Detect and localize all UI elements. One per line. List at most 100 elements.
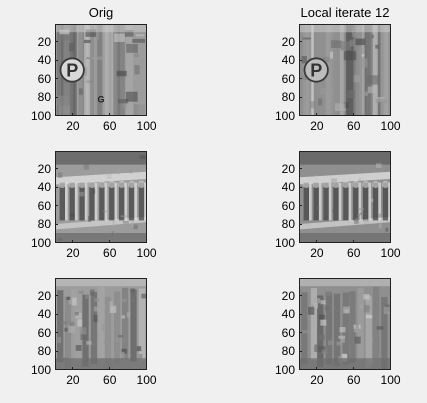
building-window [115, 337, 123, 343]
window-column [119, 182, 125, 221]
building-window [130, 288, 135, 293]
building-window [359, 304, 363, 308]
sign-fragment [334, 103, 346, 112]
row2-left-xtick-label: 100 [136, 246, 157, 260]
sign-fragment [355, 38, 366, 46]
row2-left-ytick-label: 60 [37, 198, 51, 213]
facade-detail [133, 224, 138, 230]
row1-right-xtick-mark [316, 113, 318, 116]
building-window [60, 321, 68, 325]
arch [98, 180, 106, 188]
row2-right-ytick-mark [299, 242, 302, 244]
row2-right-ytick-mark [299, 205, 302, 207]
window-column [128, 182, 135, 221]
sign-fragment [362, 91, 369, 96]
sign-fragment [134, 53, 139, 58]
row3-left-xtick-mark [146, 367, 148, 370]
sign-fragment [92, 56, 106, 60]
building-window [85, 294, 89, 299]
arch [372, 180, 380, 188]
window-column [89, 182, 95, 221]
pole-stripe [88, 25, 94, 115]
sign-fragment [95, 32, 99, 40]
building-window [77, 319, 83, 327]
row1-right-ytick-label: 20 [281, 34, 295, 49]
row2-right-xtick-label: 20 [310, 246, 324, 260]
pilaster [318, 182, 322, 221]
building-window [318, 334, 325, 341]
building-window [74, 312, 79, 316]
facade-detail [331, 178, 338, 183]
building-window [93, 314, 98, 323]
pilaster [74, 182, 78, 221]
row2-right-ytick-label: 40 [281, 180, 295, 195]
building-window [103, 340, 107, 345]
sign-fragment [126, 43, 138, 53]
facade-detail [306, 223, 313, 228]
row3-right-ytick-mark [299, 332, 302, 334]
sign-fragment [302, 37, 311, 40]
row2-left-xtick-label: 20 [66, 246, 80, 260]
pilaster [65, 182, 68, 221]
row3-right-ytick-mark [299, 350, 302, 352]
window-column [372, 182, 379, 221]
building-window [79, 327, 87, 335]
parking-sign-letter: P [66, 60, 78, 80]
row1-left-ytick-label: 60 [37, 71, 51, 86]
building-strip [114, 291, 121, 364]
facade-detail [139, 155, 146, 160]
building-window [89, 289, 95, 296]
sign-fragment [318, 98, 323, 106]
row3-right-ytick-mark [299, 295, 302, 297]
row1-left-ytick-mark [55, 78, 58, 80]
row2-left-image-svg [56, 152, 146, 242]
row1-right-ytick-mark [299, 96, 302, 98]
building-strip [325, 292, 333, 365]
sign-fragment [58, 30, 72, 41]
pole-stripe [97, 25, 105, 115]
window-column [109, 182, 115, 221]
building-window [324, 305, 329, 311]
window-column [363, 182, 369, 221]
row2-left-xtick-label: 60 [103, 246, 117, 260]
pole-stripe [113, 25, 121, 115]
building-window [313, 345, 318, 352]
window-column [333, 182, 339, 221]
row1-left-ytick-label: 40 [37, 53, 51, 68]
row1-right-xtick-mark [390, 113, 392, 116]
facade-detail [375, 163, 382, 168]
pilaster [124, 182, 128, 221]
sign-fragment [361, 54, 365, 57]
sign-fragment [56, 95, 69, 107]
sign-fragment [361, 58, 368, 68]
arch [137, 180, 146, 188]
pole-stripe [345, 25, 354, 115]
row2-right-ytick-label: 100 [274, 235, 295, 250]
building-window [369, 339, 373, 343]
building-strip [121, 287, 129, 360]
sign-fragment [353, 74, 361, 83]
building-window [75, 312, 82, 319]
row2-right-ytick-mark [299, 223, 302, 225]
pole-stripe [125, 25, 134, 115]
row1-right-ytick-label: 80 [281, 90, 295, 105]
arch [332, 180, 340, 188]
pilaster [328, 182, 332, 221]
row3-left-ytick-mark [55, 332, 58, 334]
sign-fragment [320, 88, 333, 95]
window-column [69, 182, 75, 221]
building-strip [104, 296, 112, 369]
building-window [86, 341, 92, 345]
pilaster [368, 182, 372, 221]
building-window [68, 297, 74, 305]
sign-fragment [367, 86, 377, 94]
row3-right-ytick-mark [299, 313, 302, 315]
ledge [56, 171, 146, 185]
row2-left-image [55, 151, 147, 243]
row3-left-ytick-mark [55, 295, 58, 297]
parking-sign [303, 57, 329, 83]
pilaster [104, 182, 108, 221]
facade-detail [354, 218, 359, 225]
building-strip [130, 289, 137, 362]
facade-detail [102, 210, 107, 213]
